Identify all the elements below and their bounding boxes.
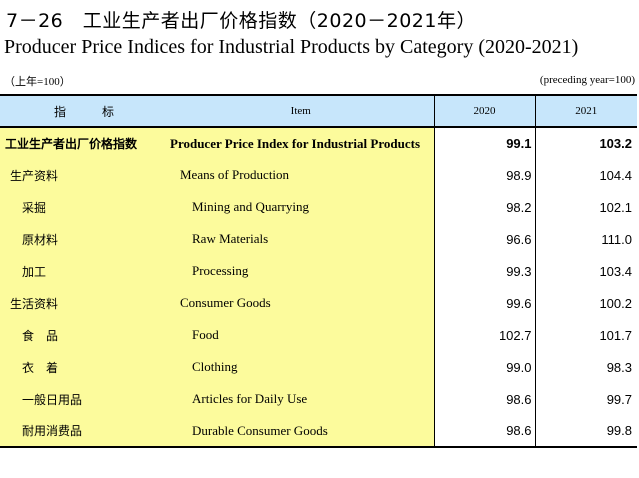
header-item-en: Item: [168, 94, 434, 128]
table-row: 生产资料 Means of Production 98.9 104.4: [0, 159, 637, 191]
table-row: 原材料 Raw Materials 96.6 111.0: [0, 223, 637, 255]
value-2021: 101.7: [599, 327, 632, 343]
row-label-en: Articles for Daily Use: [168, 383, 434, 415]
row-label-cn: 耐用消费品: [0, 415, 168, 448]
table-row: 食 品 Food 102.7 101.7: [0, 319, 637, 351]
header-year-2021: 2021: [535, 94, 637, 128]
row-label-cn: 一般日用品: [0, 383, 168, 415]
value-2021: 98.3: [606, 359, 632, 375]
table-row: 采掘 Mining and Quarrying 98.2 102.1: [0, 191, 637, 223]
value-2020: 99.6: [433, 287, 536, 319]
table-row: 衣 着 Clothing 99.0 98.3: [0, 351, 637, 383]
value-2020: 99.3: [433, 255, 536, 287]
row-label-en: Processing: [168, 255, 434, 287]
value-2020: 98.9: [433, 159, 536, 191]
table-row: 耐用消费品 Durable Consumer Goods 98.6 99.8: [0, 415, 637, 448]
value-2021: 111.0: [601, 231, 632, 247]
row-label-en: Clothing: [168, 351, 434, 383]
table-header-row: 指标 Item 2020 2021: [0, 94, 637, 128]
row-label-en: Durable Consumer Goods: [168, 415, 434, 448]
unit-note-cn: （上年=100）: [4, 76, 71, 88]
row-label-en: Producer Price Index for Industrial Prod…: [168, 127, 434, 159]
row-label-cn: 衣 着: [0, 351, 168, 383]
header-year-2020: 2020: [433, 94, 536, 128]
page-title-cn: 7－26 工业生产者出厂价格指数（2020－2021年）: [6, 10, 476, 32]
row-label-cn: 采掘: [0, 191, 168, 223]
value-2021: 103.4: [599, 263, 632, 279]
row-label-cn: 原材料: [0, 223, 168, 255]
value-2020: 102.7: [433, 319, 536, 351]
row-label-cn: 生活资料: [0, 287, 168, 319]
ppi-table: 指标 Item 2020 2021 工业生产者出厂价格指数 Producer P…: [0, 94, 637, 448]
row-label-cn: 生产资料: [0, 159, 168, 191]
table-row: 一般日用品 Articles for Daily Use 98.6 99.7: [0, 383, 637, 415]
value-2021: 100.2: [599, 295, 632, 311]
value-2021: 104.4: [599, 167, 632, 183]
value-2020: 98.6: [433, 383, 536, 415]
header-indicator-cn: 指标: [0, 94, 168, 128]
row-label-en: Food: [168, 319, 434, 351]
unit-note-en: (preceding year=100): [539, 74, 635, 86]
table-row: 工业生产者出厂价格指数 Producer Price Index for Ind…: [0, 127, 637, 159]
table-row: 加工 Processing 99.3 103.4: [0, 255, 637, 287]
row-label-en: Mining and Quarrying: [168, 191, 434, 223]
value-2021: 99.8: [535, 415, 637, 448]
value-2020: 98.6: [433, 415, 536, 448]
value-2021: 103.2: [599, 136, 632, 151]
row-label-cn: 食 品: [0, 319, 168, 351]
row-label-cn: 加工: [0, 255, 168, 287]
row-label-en: Means of Production: [168, 159, 434, 191]
value-2020: 99.1: [433, 127, 536, 159]
value-2021: 99.7: [606, 391, 632, 407]
row-label-en: Raw Materials: [168, 223, 434, 255]
value-2020: 98.2: [433, 191, 536, 223]
row-label-en: Consumer Goods: [168, 287, 434, 319]
value-2020: 99.0: [433, 351, 536, 383]
value-2020: 96.6: [433, 223, 536, 255]
table-row: 生活资料 Consumer Goods 99.6 100.2: [0, 287, 637, 319]
page-title-en: Producer Price Indices for Industrial Pr…: [4, 36, 579, 58]
value-2021: 102.1: [599, 199, 632, 215]
row-label-cn: 工业生产者出厂价格指数: [0, 127, 168, 159]
